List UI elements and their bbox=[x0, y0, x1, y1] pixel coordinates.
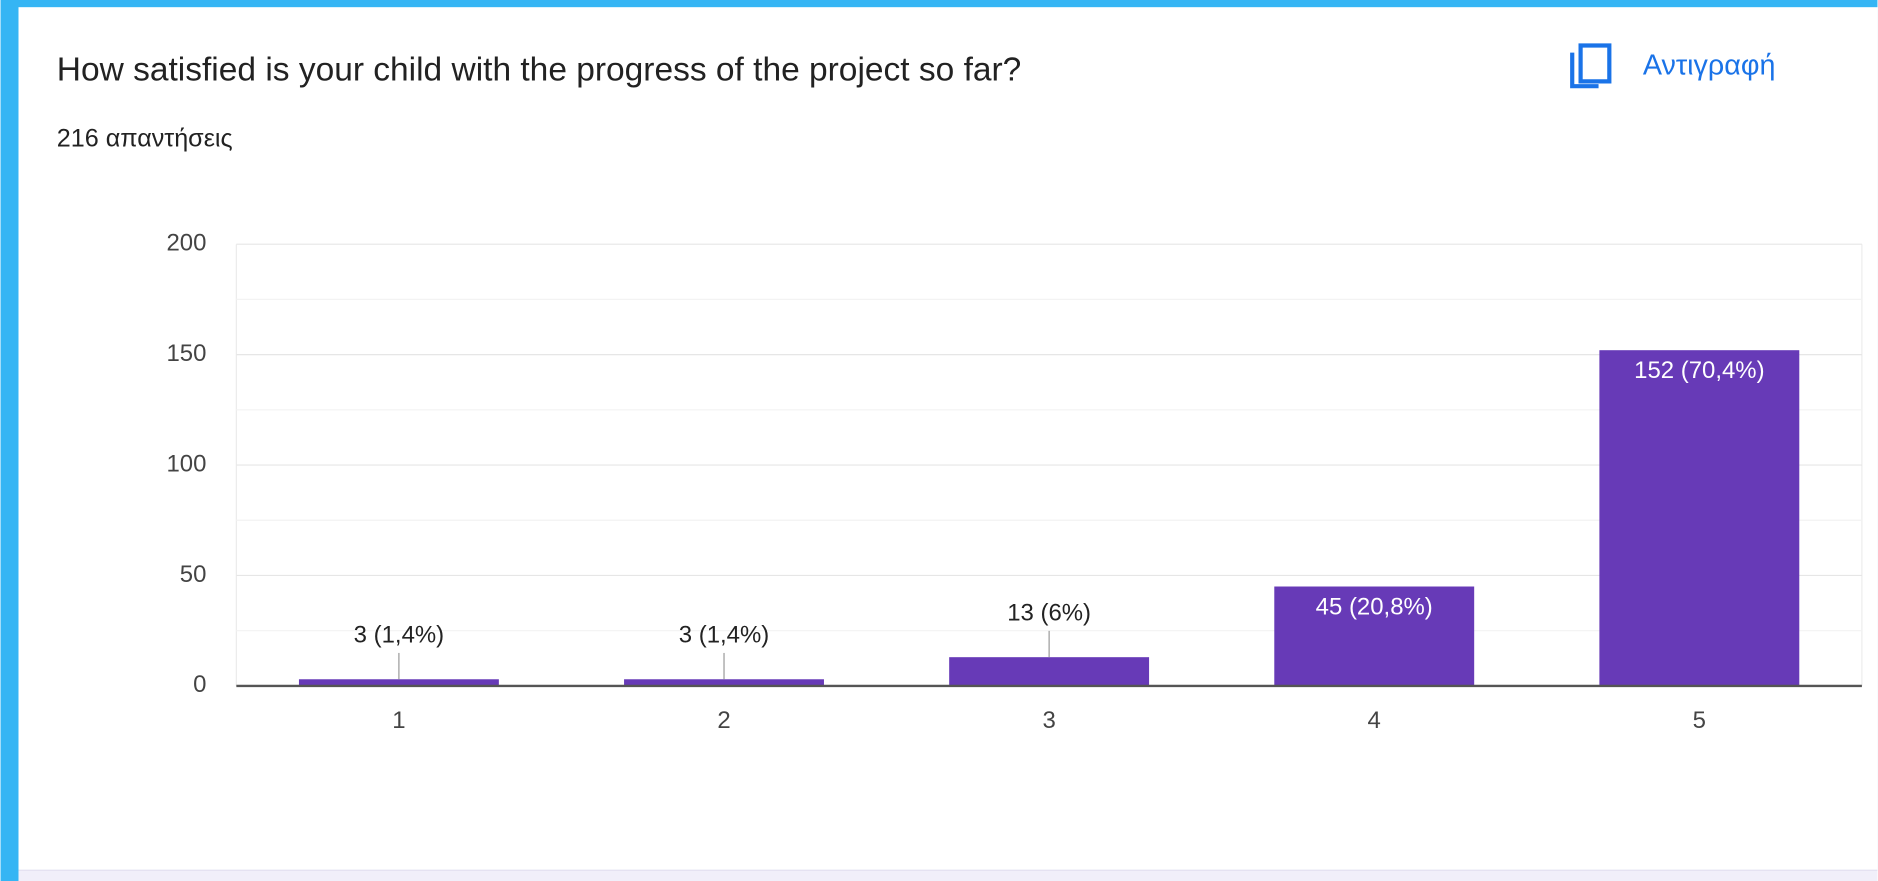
data-label: 3 (1,4%) bbox=[679, 621, 769, 648]
question-title: How satisfied is your child with the pro… bbox=[57, 52, 1022, 89]
copy-label[interactable]: Αντιγραφή bbox=[1643, 50, 1776, 82]
data-label: 13 (6%) bbox=[1007, 599, 1091, 626]
bar bbox=[949, 657, 1150, 686]
y-tick-label: 200 bbox=[166, 230, 206, 257]
data-label: 152 (70,4%) bbox=[1634, 357, 1764, 384]
card-footer bbox=[18, 870, 1878, 881]
bar bbox=[1274, 586, 1475, 686]
data-label: 45 (20,8%) bbox=[1316, 593, 1433, 620]
x-tick-label: 3 bbox=[1042, 707, 1055, 734]
x-tick-label: 4 bbox=[1368, 707, 1381, 734]
response-count: 216 απαντήσεις bbox=[57, 125, 233, 153]
data-label: 3 (1,4%) bbox=[354, 621, 444, 648]
y-tick-label: 0 bbox=[193, 671, 206, 698]
y-tick-label: 150 bbox=[166, 340, 206, 367]
x-tick-label: 2 bbox=[717, 707, 730, 734]
y-tick-label: 100 bbox=[166, 450, 206, 477]
copy-button[interactable]: Αντιγραφή bbox=[1570, 43, 1776, 89]
x-tick-label: 5 bbox=[1693, 707, 1706, 734]
card bbox=[18, 7, 1878, 881]
copy-icon bbox=[1570, 43, 1612, 89]
bar bbox=[1599, 350, 1800, 686]
bar bbox=[624, 679, 824, 686]
y-tick-label: 50 bbox=[180, 561, 207, 588]
x-tick-label: 1 bbox=[392, 707, 405, 734]
bar bbox=[298, 679, 499, 686]
